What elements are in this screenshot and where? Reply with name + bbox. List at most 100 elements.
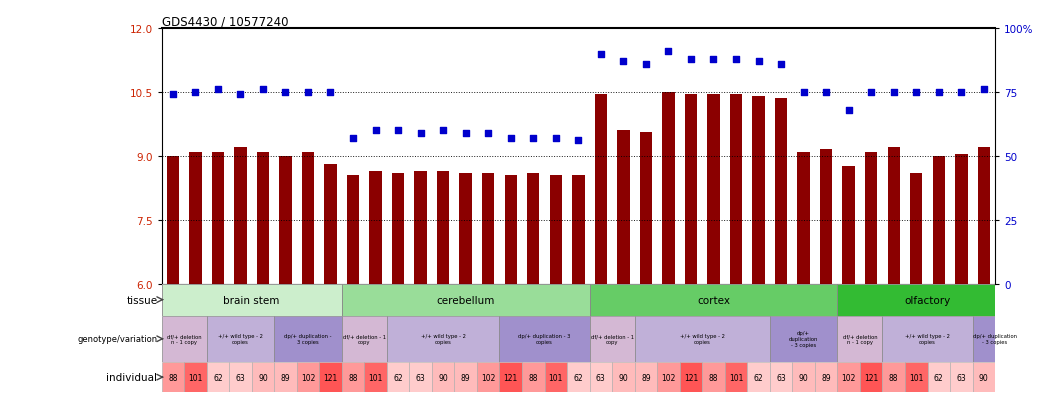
Text: 101: 101	[728, 373, 743, 382]
Text: 121: 121	[684, 373, 698, 382]
Point	[457, 130, 474, 137]
Point	[931, 89, 947, 96]
Bar	[797, 152, 810, 284]
Text: brain stem: brain stem	[223, 295, 280, 305]
Bar	[545, 362, 567, 392]
Bar	[319, 362, 342, 392]
Point	[277, 89, 294, 96]
Bar	[883, 316, 972, 362]
Bar	[234, 148, 247, 284]
Point	[908, 89, 924, 96]
Text: 63: 63	[596, 373, 605, 382]
Bar	[162, 316, 206, 362]
Point	[165, 92, 181, 99]
Text: 62: 62	[573, 373, 584, 382]
Bar	[369, 171, 381, 284]
Bar	[590, 362, 612, 392]
Bar	[206, 362, 229, 392]
Text: dp/+ duplication
- 3 copies: dp/+ duplication - 3 copies	[973, 334, 1017, 344]
Bar	[256, 152, 269, 284]
Bar	[274, 316, 342, 362]
Text: 62: 62	[393, 373, 403, 382]
Point	[975, 87, 992, 93]
Bar	[843, 167, 854, 284]
Bar	[504, 176, 517, 284]
Text: 101: 101	[548, 373, 563, 382]
Bar	[347, 176, 359, 284]
Point	[570, 138, 587, 145]
Bar	[482, 173, 494, 284]
Text: 121: 121	[503, 373, 518, 382]
Text: 63: 63	[416, 373, 425, 382]
Point	[480, 130, 497, 137]
Point	[683, 56, 699, 63]
Text: 88: 88	[889, 373, 898, 382]
Bar	[410, 362, 431, 392]
Bar	[527, 173, 540, 284]
Text: df/+ deletion - 1
copy: df/+ deletion - 1 copy	[591, 334, 634, 344]
Text: +/+ wild type - 2
copies: +/+ wild type - 2 copies	[905, 334, 950, 344]
Bar	[477, 362, 499, 392]
Bar	[972, 316, 1018, 362]
Text: 89: 89	[641, 373, 650, 382]
Bar	[815, 362, 838, 392]
Bar	[499, 316, 590, 362]
Bar	[590, 284, 838, 316]
Text: df/+ deletion
n - 1 copy: df/+ deletion n - 1 copy	[843, 334, 877, 344]
Text: 88: 88	[528, 373, 538, 382]
Text: 101: 101	[369, 373, 382, 382]
Bar	[838, 362, 860, 392]
Text: 121: 121	[323, 373, 338, 382]
Bar	[460, 173, 472, 284]
Text: genotype/variation: genotype/variation	[77, 335, 157, 344]
Point	[254, 87, 271, 93]
Bar	[387, 316, 499, 362]
Text: 89: 89	[461, 373, 471, 382]
Text: 88: 88	[709, 373, 718, 382]
Bar	[590, 316, 635, 362]
Point	[547, 135, 564, 142]
Bar	[212, 152, 224, 284]
Bar	[342, 362, 365, 392]
Point	[232, 92, 249, 99]
Text: 102: 102	[662, 373, 675, 382]
Bar	[950, 362, 972, 392]
Bar	[865, 152, 877, 284]
Bar	[454, 362, 477, 392]
Point	[322, 89, 339, 96]
Text: +/+ wild type - 2
copies: +/+ wild type - 2 copies	[421, 334, 466, 344]
Point	[750, 59, 767, 65]
Text: 62: 62	[934, 373, 944, 382]
Bar	[162, 362, 184, 392]
Text: dp/+
duplication
- 3 copies: dp/+ duplication - 3 copies	[789, 331, 818, 347]
Point	[390, 128, 406, 134]
Text: 90: 90	[979, 373, 989, 382]
Point	[502, 135, 519, 142]
Bar	[725, 362, 747, 392]
Point	[593, 51, 610, 58]
Bar	[184, 362, 206, 392]
Bar	[838, 284, 1018, 316]
Text: 102: 102	[301, 373, 315, 382]
Text: 63: 63	[776, 373, 786, 382]
Bar	[708, 95, 720, 284]
Bar	[888, 148, 900, 284]
Bar	[838, 316, 883, 362]
Text: 90: 90	[619, 373, 628, 382]
Point	[300, 89, 317, 96]
Bar	[437, 171, 449, 284]
Text: 88: 88	[168, 373, 177, 382]
Text: 90: 90	[799, 373, 809, 382]
Bar	[595, 95, 607, 284]
Bar	[415, 171, 427, 284]
Bar	[324, 165, 337, 284]
Point	[886, 89, 902, 96]
Bar	[752, 97, 765, 284]
Bar	[189, 152, 201, 284]
Bar	[279, 157, 292, 284]
Bar	[274, 362, 297, 392]
Bar	[883, 362, 905, 392]
Text: 89: 89	[280, 373, 291, 382]
Bar	[549, 176, 562, 284]
Bar	[229, 362, 251, 392]
